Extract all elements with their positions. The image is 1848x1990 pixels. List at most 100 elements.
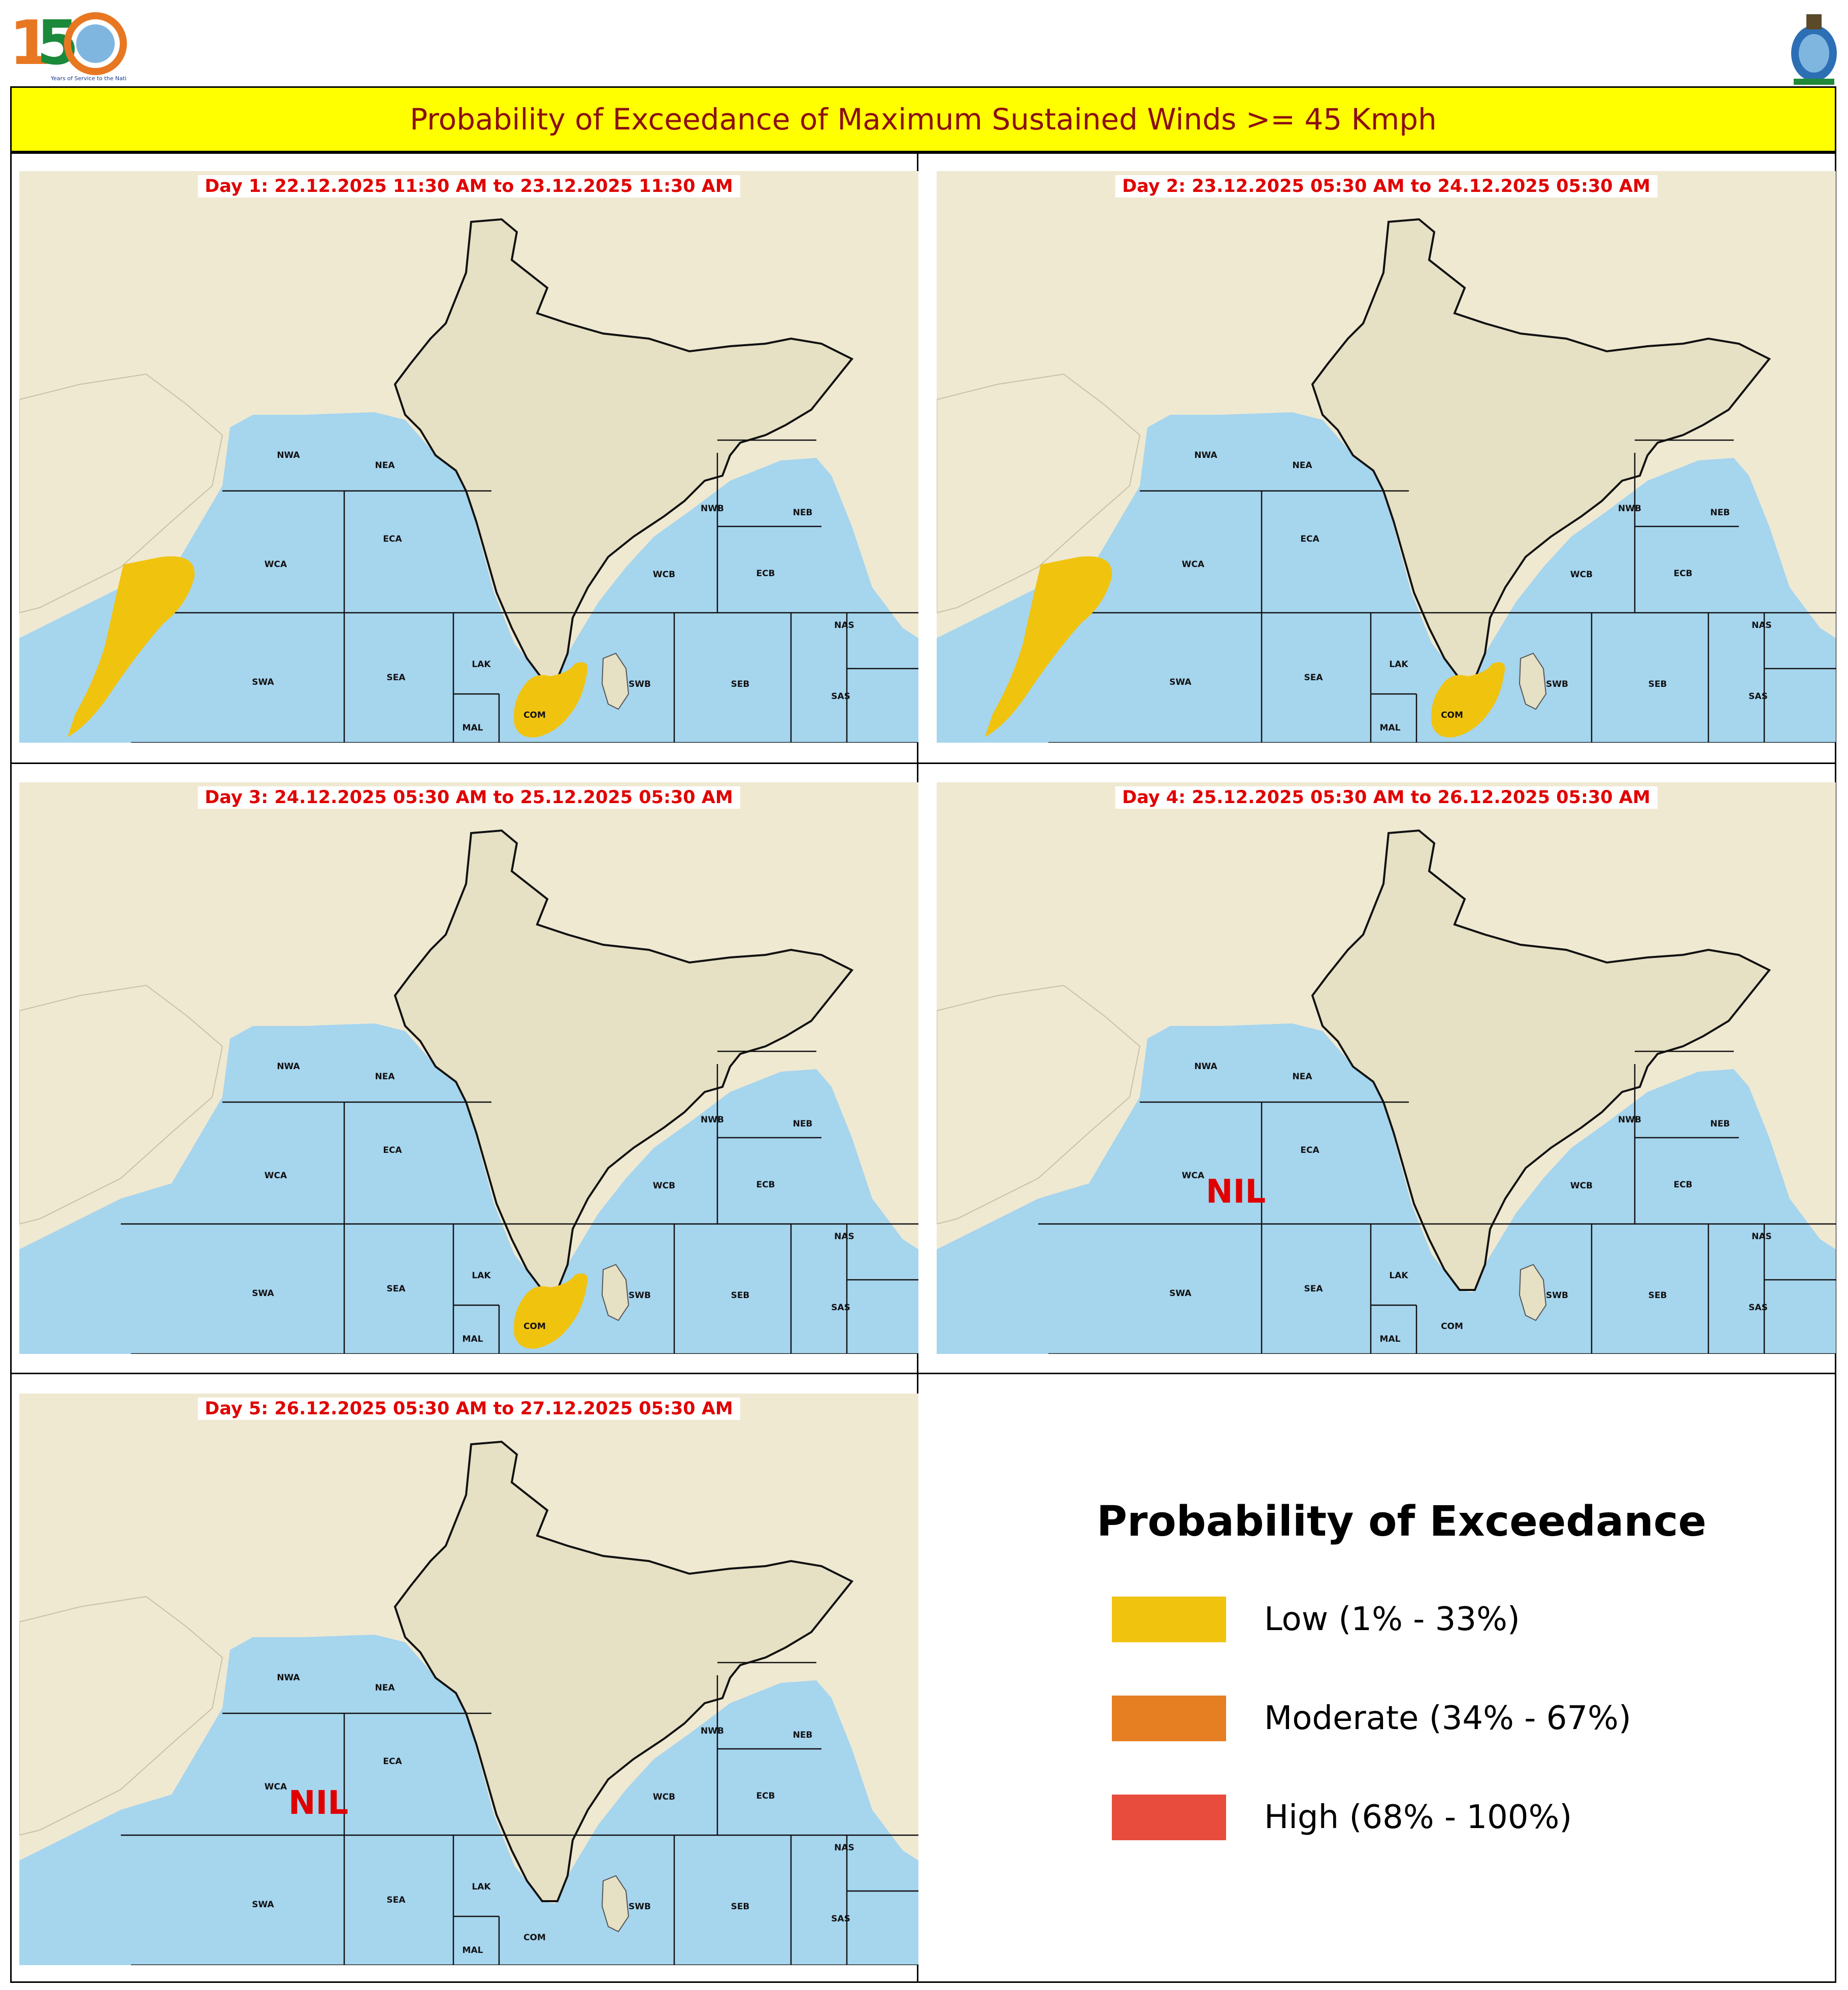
zone-label-com: COM xyxy=(523,710,546,720)
zone-label-ecb: ECB xyxy=(756,1791,775,1801)
probability-area-low-west xyxy=(985,556,1112,737)
india-outline xyxy=(1311,829,1771,1291)
arabian-peninsula xyxy=(19,1596,223,1836)
legend-label-moderate: Moderate (34% - 67%) xyxy=(1264,1700,1631,1737)
zone-label-sas: SAS xyxy=(831,1914,850,1924)
map-panel-day1: NWA NEA WCA ECA WCB NWB NEB ECB NAS SWA SEA LAK MAL C… xyxy=(19,171,918,743)
zone-label-ecb: ECB xyxy=(1673,1180,1692,1190)
zone-label-nwa: NWA xyxy=(1194,1062,1217,1072)
forecast-zone-boundaries xyxy=(1038,439,1836,743)
zone-label-nea: NEA xyxy=(1293,1072,1313,1082)
zone-label-nwb: NWB xyxy=(701,1115,724,1125)
ocean xyxy=(19,412,918,743)
zone-label-eca: ECA xyxy=(383,1756,402,1767)
legend-item-high: High (68% - 100%) xyxy=(1112,1795,1572,1840)
zone-label-eca: ECA xyxy=(1300,1145,1319,1155)
zone-label-swb: SWB xyxy=(629,1290,651,1301)
zone-label-swa: SWA xyxy=(1169,1288,1192,1299)
forecast-zone-boundaries xyxy=(121,1050,918,1354)
zone-label-sea: SEA xyxy=(1304,1284,1323,1294)
nil-label: NIL xyxy=(1206,1173,1266,1211)
zone-label-swb: SWB xyxy=(1546,679,1568,689)
map-canvas: NWA NEA WCA ECA WCB NWB NEB ECB NAS SWA SEA LAK MAL C… xyxy=(19,1394,918,1965)
grid-divider xyxy=(10,762,1836,764)
legend-label-high: High (68% - 100%) xyxy=(1264,1799,1572,1836)
zone-label-com: COM xyxy=(523,1933,546,1943)
zone-label-swb: SWB xyxy=(1546,1290,1568,1301)
zone-label-mal: MAL xyxy=(463,1334,483,1344)
sri-lanka xyxy=(1519,1264,1547,1321)
zone-label-seb: SEB xyxy=(1648,679,1667,689)
map-panel-day2: NWA NEA WCA ECA WCB NWB NEB ECB NAS SWA SEA LAK MAL C… xyxy=(937,171,1836,743)
zone-label-neb: NEB xyxy=(1710,1119,1730,1129)
zone-label-sea: SEA xyxy=(386,673,406,683)
zone-label-nwa: NWA xyxy=(1194,450,1217,460)
zone-label-com: COM xyxy=(523,1321,546,1332)
nil-label: NIL xyxy=(288,1784,349,1822)
zone-label-seb: SEB xyxy=(731,1902,750,1912)
svg-text:5: 5 xyxy=(37,8,79,79)
zone-label-ecb: ECB xyxy=(1673,569,1692,579)
zone-label-mal: MAL xyxy=(463,723,483,733)
forecast-zone-boundaries xyxy=(1038,1050,1836,1354)
ocean xyxy=(937,1023,1836,1354)
svg-text:1: 1 xyxy=(9,8,52,79)
zone-label-nas: NAS xyxy=(1752,620,1772,631)
panel-label: Day 3: 24.12.2025 05:30 AM to 25.12.2025… xyxy=(197,786,740,809)
zone-label-sas: SAS xyxy=(1748,1303,1768,1313)
grid-divider xyxy=(10,1373,1836,1374)
legend-swatch-high xyxy=(1112,1795,1226,1840)
zone-label-nwb: NWB xyxy=(1618,1115,1641,1125)
india-outline xyxy=(393,218,854,680)
zone-label-nwa: NWA xyxy=(277,1673,300,1683)
zone-label-mal: MAL xyxy=(1380,1334,1401,1344)
map-canvas: NWA NEA WCA ECA WCB NWB NEB ECB NAS SWA SEA LAK MAL C… xyxy=(937,171,1836,743)
zone-label-wcb: WCB xyxy=(653,570,675,580)
map-canvas: NWA NEA WCA ECA WCB NWB NEB ECB NAS SWA SEA LAK MAL C… xyxy=(19,171,918,743)
zone-label-lak: LAK xyxy=(1389,1271,1408,1281)
zone-label-ecb: ECB xyxy=(756,569,775,579)
zone-label-lak: LAK xyxy=(472,1271,491,1281)
zone-label-swa: SWA xyxy=(252,1900,274,1910)
zone-label-nwb: NWB xyxy=(701,1726,724,1736)
zone-label-sas: SAS xyxy=(831,691,850,702)
legend-item-low: Low (1% - 33%) xyxy=(1112,1597,1520,1642)
probability-area-low-com xyxy=(514,1273,588,1349)
zone-label-eca: ECA xyxy=(383,1145,402,1155)
zone-label-lak: LAK xyxy=(1389,659,1408,670)
zone-label-ecb: ECB xyxy=(756,1180,775,1190)
zone-label-wcb: WCB xyxy=(653,1792,675,1802)
arabian-peninsula xyxy=(19,373,223,614)
zone-label-wca: WCA xyxy=(265,1171,287,1181)
sri-lanka xyxy=(601,652,630,710)
legend-swatch-moderate xyxy=(1112,1696,1226,1741)
zone-label-wca: WCA xyxy=(265,559,287,570)
emblem-icon xyxy=(1791,14,1837,85)
probability-area-low-com xyxy=(514,662,588,738)
legend-item-moderate: Moderate (34% - 67%) xyxy=(1112,1696,1631,1741)
zone-label-swb: SWB xyxy=(629,1902,651,1912)
zone-label-neb: NEB xyxy=(793,508,813,518)
legend-title: Probability of Exceedance xyxy=(1097,1498,1707,1546)
zone-label-lak: LAK xyxy=(472,659,491,670)
forecast-zone-boundaries xyxy=(121,1662,918,1965)
zone-label-neb: NEB xyxy=(793,1730,813,1740)
zone-label-nwa: NWA xyxy=(277,1062,300,1072)
zone-label-seb: SEB xyxy=(1648,1290,1667,1301)
zone-label-nwa: NWA xyxy=(277,450,300,460)
forecast-zone-boundaries xyxy=(121,439,918,743)
zone-label-sea: SEA xyxy=(1304,673,1323,683)
zone-label-wca: WCA xyxy=(1182,1171,1205,1181)
sri-lanka xyxy=(1519,652,1547,710)
zone-label-eca: ECA xyxy=(383,534,402,544)
arabian-peninsula xyxy=(19,984,223,1225)
zone-label-neb: NEB xyxy=(793,1119,813,1129)
map-panel-day5: NWA NEA WCA ECA WCB NWB NEB ECB NAS SWA SEA LAK MAL C… xyxy=(19,1394,918,1965)
logo-tagline: Years of Service to the Nation xyxy=(50,75,127,82)
zone-label-wcb: WCB xyxy=(1570,570,1593,580)
panel-label: Day 4: 25.12.2025 05:30 AM to 26.12.2025… xyxy=(1115,786,1658,809)
zone-label-nwb: NWB xyxy=(1618,504,1641,514)
legend-swatch-low xyxy=(1112,1597,1226,1642)
map-canvas: NWA NEA WCA ECA WCB NWB NEB ECB NAS SWA SEA LAK MAL C… xyxy=(19,782,918,1354)
legend: Probability of Exceedance Low (1% - 33%)… xyxy=(929,1381,1828,1980)
